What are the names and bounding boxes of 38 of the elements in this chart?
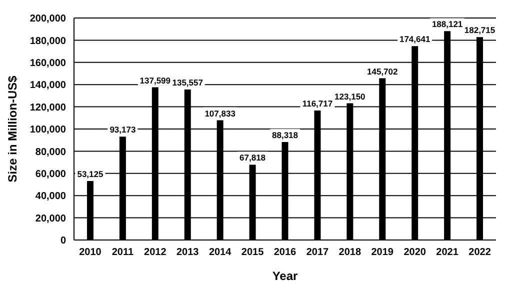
data-label: 145,702 [367,66,398,76]
y-tick-label: 60,000 [35,168,66,180]
data-label: 116,717 [302,98,333,108]
x-tick-label: 2019 [371,247,394,258]
data-label: 174,641 [399,34,430,44]
x-tick-label: 2014 [208,247,232,258]
y-tick-label: 120,000 [30,102,66,114]
x-tick-label: 2017 [306,247,330,258]
y-tick-label: 0 [60,236,66,247]
y-tick-label: 160,000 [30,58,66,69]
y-tick-label: 100,000 [30,124,66,136]
data-label: 135,557 [172,78,204,88]
data-label: 88,318 [272,130,298,140]
y-tick-label: 40,000 [35,191,66,202]
x-tick-label: 2010 [79,247,102,258]
x-tick-label: 2022 [468,247,492,258]
x-tick-label: 2021 [436,247,459,258]
data-label: 188,121 [432,19,463,30]
x-tick-label: 2020 [404,247,426,258]
data-label: 67,818 [240,152,266,163]
x-axis-title: Year [272,269,298,283]
y-tick-label: 140,000 [30,80,66,92]
y-tick-label: 180,000 [30,36,66,47]
data-label: 137,599 [140,75,171,86]
x-tick-label: 2012 [144,247,167,258]
y-tick-label: 200,000 [30,14,66,25]
y-tick-label: 20,000 [35,213,66,224]
y-tick-label: 80,000 [35,146,66,158]
x-tick-label: 2015 [241,247,264,258]
data-label: 93,173 [110,124,136,135]
data-label: 182,715 [464,25,496,36]
x-tick-label: 2011 [112,247,134,258]
data-label: 123,150 [334,91,366,102]
data-label: 107,833 [204,108,236,118]
data-label: 53,125 [77,169,104,180]
x-tick-label: 2013 [176,247,200,258]
x-tick-label: 2016 [274,247,297,258]
x-tick-label: 2018 [338,247,362,258]
